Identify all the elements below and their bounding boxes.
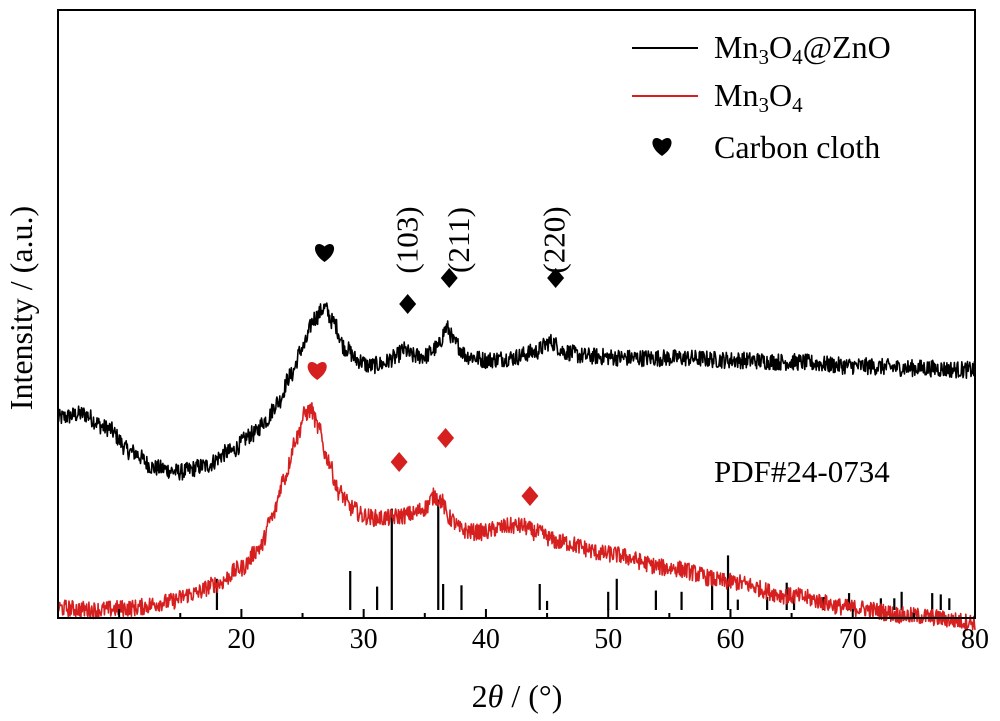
diamond-marker-2 — [440, 268, 458, 288]
hkl-label-1: (211) — [441, 207, 476, 273]
y-axis-title: Intensity / (a.u.) — [3, 206, 39, 410]
hkl-label-2: (220) — [536, 206, 571, 273]
reference-lines — [215, 499, 951, 610]
x-tick-label-50: 50 — [594, 624, 622, 655]
legend: Mn3O4@ZnO Mn3O4 Carbon cloth — [632, 29, 891, 165]
x-axis-title: 2θ / (°) — [472, 678, 563, 714]
hkl-labels: (103) (211) (220) — [390, 206, 572, 273]
peak-markers — [307, 243, 565, 506]
diamond-marker-7 — [521, 486, 539, 506]
legend-label-carbon: Carbon cloth — [714, 129, 880, 165]
diamond-marker-1 — [399, 294, 417, 314]
reference-label: PDF#24-0734 — [714, 454, 890, 489]
axes: 10 20 30 40 50 60 70 80 — [57, 9, 989, 655]
diamond-marker-6 — [437, 428, 455, 448]
x-axis-title-theta: θ — [488, 678, 504, 714]
heart-marker-0 — [314, 243, 335, 262]
plot-frame — [57, 9, 976, 619]
series-layer — [57, 302, 976, 631]
heart-marker-4 — [307, 361, 327, 380]
legend-label-mn3o4_zno: Mn3O4@ZnO — [714, 29, 891, 69]
x-tick-label-10: 10 — [105, 624, 133, 655]
x-tick-label-30: 30 — [350, 624, 378, 655]
legend-swatch-carbon — [652, 137, 672, 156]
x-tick-label-20: 20 — [227, 624, 255, 655]
x-tick-label-40: 40 — [472, 624, 500, 655]
x-tick-label-70: 70 — [839, 624, 867, 655]
diamond-marker-3 — [547, 268, 565, 288]
diamond-marker-5 — [390, 452, 408, 472]
hkl-label-0: (103) — [390, 206, 425, 273]
x-axis-title-prefix: 2 — [472, 678, 488, 714]
series-line-mn3o4_zno — [57, 302, 976, 481]
series-line-mn3o4 — [57, 402, 976, 631]
x-axis-title-suffix: / (°) — [503, 678, 562, 714]
legend-label-mn3o4: Mn3O4 — [714, 77, 803, 117]
x-tick-label-80: 80 — [961, 624, 989, 655]
x-tick-label-60: 60 — [716, 624, 744, 655]
